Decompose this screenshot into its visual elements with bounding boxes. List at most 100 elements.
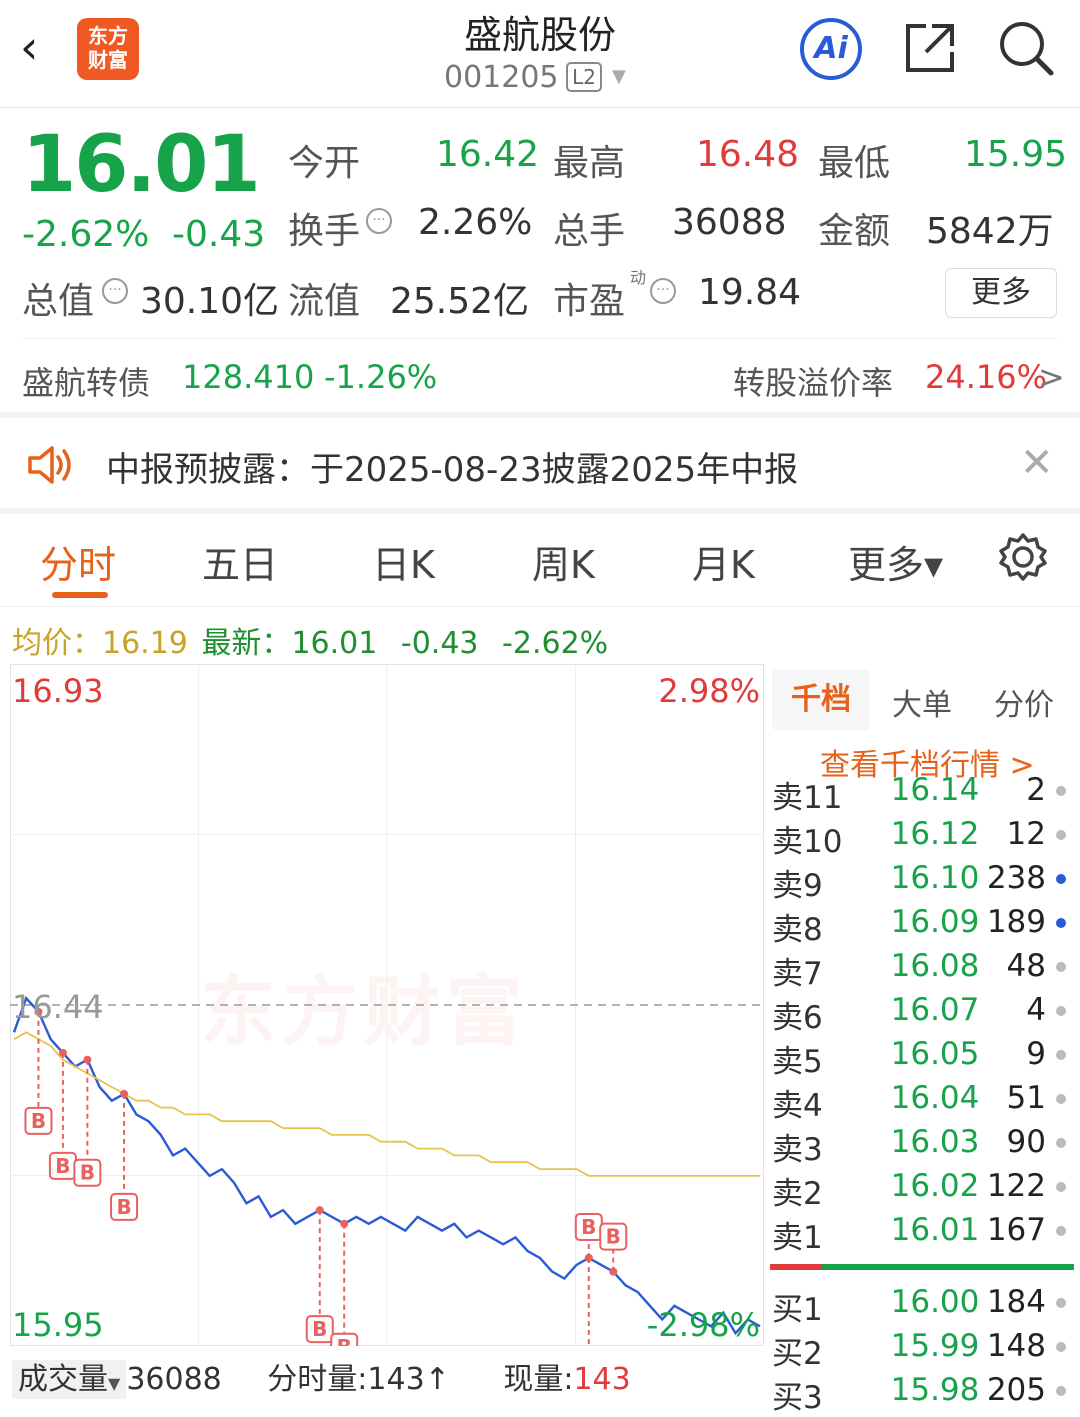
chevron-right-icon[interactable]: >	[1038, 358, 1065, 396]
pe-value: 19.84	[698, 272, 802, 313]
turnover-value: 2.26%	[418, 202, 533, 243]
mktcap-label: 总值	[22, 281, 95, 322]
low-label: 最低	[818, 143, 891, 184]
ask-row[interactable]: 卖10 16.12 12	[770, 816, 1070, 860]
close-icon[interactable]: ✕	[1020, 440, 1054, 486]
buy-marker: B	[110, 1089, 139, 1221]
tab-big-orders[interactable]: 大单	[892, 688, 952, 723]
level-volume: 205	[986, 1372, 1046, 1408]
period-volume-label: 分时量:	[267, 1362, 368, 1397]
current-volume-label: 现量:	[503, 1362, 574, 1397]
level-price: 16.04	[890, 1080, 980, 1116]
ai-icon[interactable]: Ai	[800, 18, 862, 80]
status-dot	[1056, 1226, 1066, 1236]
intraday-chart-plot: BBBBBBBBB 16.93 2.98% 16.44 15.95 -2.98%	[10, 664, 764, 1346]
level-label: 卖8	[772, 912, 823, 948]
ask-row[interactable]: 卖5 16.05 9	[770, 1036, 1070, 1080]
bond-name[interactable]: 盛航转债	[22, 364, 151, 402]
info-icon[interactable]: ···	[102, 278, 128, 304]
level-volume: 12	[1006, 816, 1046, 852]
ask-row[interactable]: 卖1 16.01 167	[770, 1212, 1070, 1256]
app-logo[interactable]: 东方 财富	[77, 18, 139, 80]
tab-more[interactable]: 更多▾	[848, 543, 944, 587]
status-dot	[1056, 1182, 1066, 1192]
tab-intraday[interactable]: 分时	[40, 543, 117, 587]
level-volume: 122	[986, 1168, 1046, 1204]
level-label: 卖2	[772, 1176, 823, 1212]
buy-marker-label: B	[31, 1109, 46, 1133]
ask-row[interactable]: 卖8 16.09 189	[770, 904, 1070, 948]
chart-series	[12, 995, 761, 1336]
buy-marker: B	[330, 1219, 359, 1346]
level-price: 16.02	[890, 1168, 980, 1204]
current-volume: 143	[573, 1362, 631, 1397]
ask-row[interactable]: 卖2 16.02 122	[770, 1168, 1070, 1212]
ask-row[interactable]: 卖3 16.03 90	[770, 1124, 1070, 1168]
open-value: 16.42	[436, 134, 540, 175]
change-amount: -0.43	[172, 214, 266, 255]
tab-daily-k[interactable]: 日K	[372, 543, 435, 587]
high-label: 最高	[553, 143, 626, 184]
level-label: 卖9	[772, 868, 823, 904]
notice-text[interactable]: 中报预披露：于2025-08-23披露2025年中报	[106, 450, 799, 490]
tab-order-book-full[interactable]: 千档	[772, 670, 870, 730]
top-bar: ‹ 东方 财富 盛航股份 001205 L2 ▼ Ai	[0, 0, 1080, 108]
status-dot	[1056, 918, 1066, 928]
y-prev-close: 16.44	[12, 988, 104, 1026]
bid-row[interactable]: 买2 15.99 148	[770, 1328, 1070, 1372]
pe-label: 市盈	[553, 281, 626, 322]
status-dot	[1056, 1342, 1066, 1352]
buy-marker-label: B	[80, 1161, 95, 1185]
ask-row[interactable]: 卖7 16.08 48	[770, 948, 1070, 992]
level-price: 15.99	[890, 1328, 980, 1364]
logo-text: 东方 财富	[88, 24, 128, 72]
low-value: 15.95	[964, 134, 1068, 175]
volume-selector[interactable]: 成交量▼	[12, 1360, 127, 1399]
ask-row[interactable]: 卖9 16.10 238	[770, 860, 1070, 904]
caret-down-icon: ▼	[108, 1374, 121, 1393]
more-button[interactable]: 更多	[945, 268, 1057, 318]
level-price: 16.09	[890, 904, 980, 940]
open-label: 今开	[288, 143, 361, 184]
bid-row[interactable]: 买1 16.00 184	[770, 1284, 1070, 1328]
amount-value: 5842万	[926, 211, 1054, 252]
y-bottom-pct: -2.98%	[647, 1306, 760, 1344]
level-price: 16.08	[890, 948, 980, 984]
buy-marker-label: B	[312, 1317, 327, 1341]
search-icon[interactable]	[996, 18, 1056, 78]
level-label: 卖3	[772, 1132, 823, 1168]
up-arrow-icon: ↑	[424, 1362, 450, 1397]
buy-marker-label: B	[55, 1154, 70, 1178]
stock-name: 盛航股份	[463, 13, 616, 57]
level-price: 16.07	[890, 992, 980, 1028]
level-price: 16.14	[890, 772, 980, 808]
buy-marker: B	[305, 1206, 334, 1344]
chevron-down-icon[interactable]: ▼	[612, 66, 626, 87]
ask-row[interactable]: 卖4 16.04 51	[770, 1080, 1070, 1124]
latest-change-pct: -2.62%	[502, 626, 609, 661]
current-price: 16.01	[22, 120, 261, 210]
status-dot	[1056, 830, 1066, 840]
tab-five-day[interactable]: 五日	[202, 543, 279, 587]
info-icon[interactable]: ···	[650, 278, 676, 304]
back-icon[interactable]: ‹	[20, 20, 39, 74]
gear-icon[interactable]	[998, 532, 1048, 582]
level-volume: 90	[1006, 1124, 1046, 1160]
ask-row[interactable]: 卖11 16.14 2	[770, 772, 1070, 816]
bond-change: -1.26%	[324, 358, 438, 396]
status-dot	[1056, 1386, 1066, 1396]
level-label: 卖4	[772, 1088, 823, 1124]
info-icon[interactable]: ···	[366, 208, 392, 234]
tab-weekly-k[interactable]: 周K	[532, 543, 595, 587]
level-badge[interactable]: L2	[566, 62, 602, 92]
buy-marker-label: B	[116, 1195, 131, 1219]
ask-row[interactable]: 卖6 16.07 4	[770, 992, 1070, 1036]
bid-row[interactable]: 买3 15.98 205	[770, 1372, 1070, 1416]
tab-price-distribution[interactable]: 分价	[994, 688, 1054, 723]
avg-value: 16.19	[102, 626, 188, 661]
price-line	[12, 995, 761, 1336]
level-volume: 4	[1026, 992, 1046, 1028]
share-icon[interactable]	[902, 20, 958, 76]
view-full-depth-link[interactable]: 查看千档行情 >	[820, 748, 1035, 783]
tab-monthly-k[interactable]: 月K	[692, 543, 755, 587]
